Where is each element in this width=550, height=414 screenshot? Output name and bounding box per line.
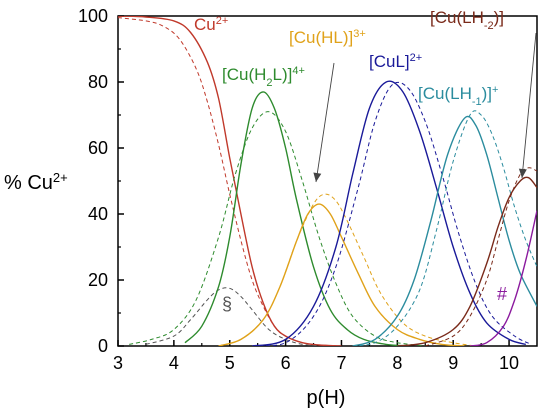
x-tick-label: 10 (499, 353, 519, 373)
x-tick-label: 9 (448, 353, 458, 373)
y-axis-label: % Cu2+ (4, 170, 68, 195)
arrow-culh2 (521, 32, 537, 179)
y-tick-label: 80 (88, 72, 108, 92)
series-line-cuhl-dashed (218, 193, 476, 346)
series-line-culh2-solid (397, 176, 537, 346)
y-tick-label: 40 (88, 204, 108, 224)
series-line-cul-dashed (252, 81, 532, 346)
series-line-culh2-dashed (425, 167, 537, 346)
species-label-cul: [CuL]2+ (369, 52, 422, 71)
x-tick-label: 5 (225, 353, 235, 373)
series-line-hash-solid (469, 210, 537, 346)
x-tick-label: 4 (169, 353, 179, 373)
species-labels: Cu2+ [Cu(H2L)]4+ [Cu(HL)]3+[CuL]2+ [Cu(LH-1… (194, 8, 537, 314)
x-tick-label: 8 (392, 353, 402, 373)
section-mark: § (222, 294, 232, 314)
x-tick-label: 6 (281, 353, 291, 373)
series-line-culh1-dashed (352, 110, 537, 346)
series-line-cu-dashed (118, 17, 342, 346)
hash-mark: # (497, 284, 507, 304)
arrow-cuhl (315, 62, 335, 183)
series-line-cul-solid (251, 80, 527, 346)
arrow-culh2-head (518, 168, 527, 178)
y-tick-label: 0 (98, 336, 108, 356)
series-group (118, 16, 537, 346)
series-line-cuh2l-dashed (129, 111, 426, 346)
species-label-cu: Cu2+ (194, 15, 228, 34)
series-line-cuh2l-solid (184, 91, 409, 346)
species-label-cuhl: [Cu(HL)]3+ (289, 28, 366, 47)
species-label-culh2: [Cu(LH-2)] (430, 8, 504, 32)
y-tick-label: 100 (78, 6, 108, 26)
series-line-culh1-solid (352, 115, 537, 346)
x-tick-label: 7 (336, 353, 346, 373)
y-tick-label: 20 (88, 270, 108, 290)
y-tick-label: 60 (88, 138, 108, 158)
series-line-sec-dashed (145, 287, 320, 346)
arrow-cuhl-head (313, 172, 322, 182)
species-label-cuh2l: [Cu(H2L)]4+ (222, 65, 305, 89)
species-label-culh1: [Cu(LH-1)]+ (418, 84, 498, 108)
x-tick-label: 3 (113, 353, 123, 373)
x-axis-label: p(H) (307, 387, 346, 409)
